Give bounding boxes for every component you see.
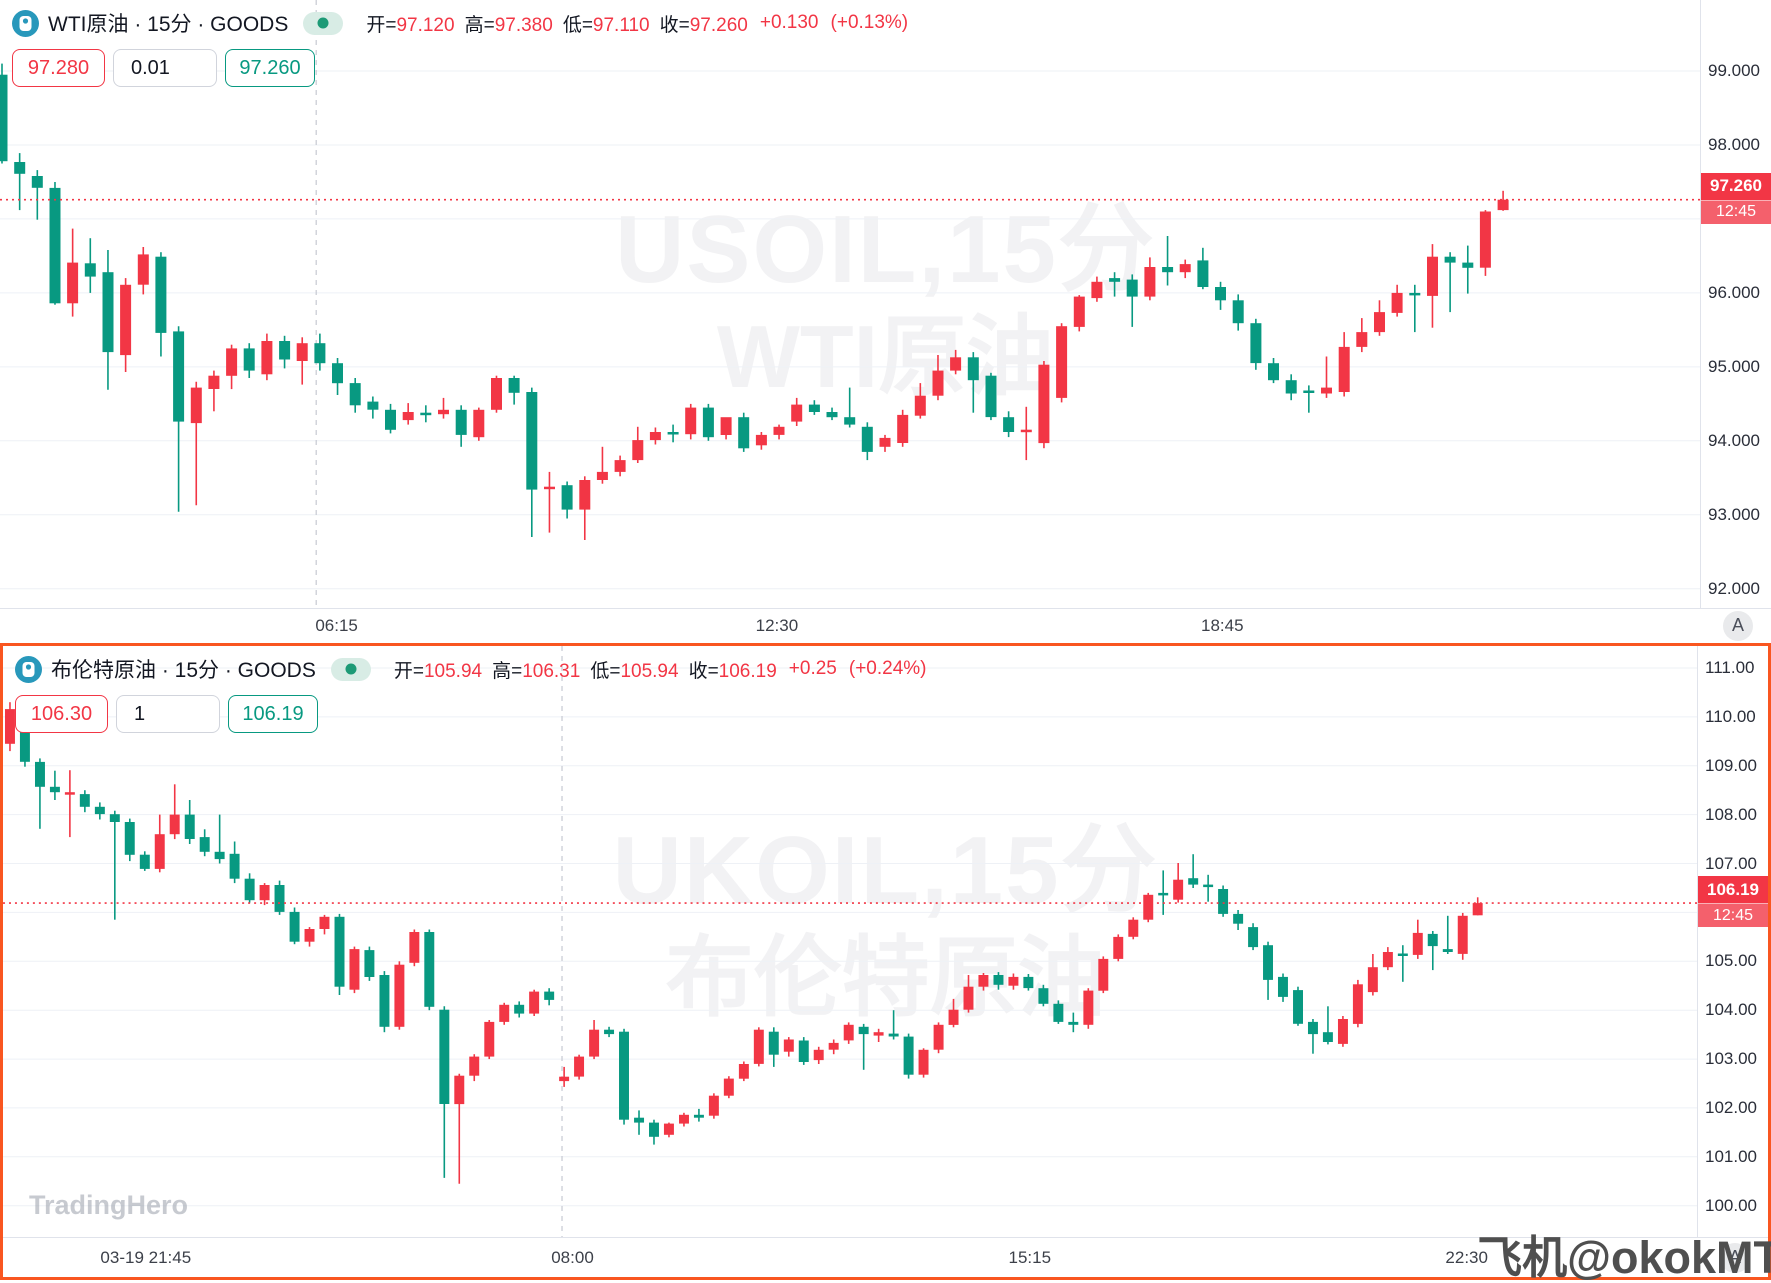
buy-button[interactable]: 97.260 bbox=[225, 49, 315, 87]
auto-scale-button[interactable]: A bbox=[1720, 1242, 1750, 1273]
current-price-badge: 106.19 12:45 bbox=[1698, 876, 1768, 928]
ukoil-price-axis[interactable]: 106.19 12:45 111.00 110.00 109.00 108.00 107… bbox=[1697, 646, 1768, 1237]
price-axis-label: 98.000 bbox=[1708, 134, 1760, 154]
buy-button[interactable]: 106.19 bbox=[228, 695, 318, 733]
badge-price: 97.260 bbox=[1701, 172, 1771, 200]
low-value: 105.94 bbox=[620, 660, 679, 682]
price-axis-label: 93.000 bbox=[1708, 504, 1760, 524]
price-axis-label: 109.00 bbox=[1705, 755, 1757, 775]
low-label: 低= bbox=[590, 660, 621, 682]
price-axis-label: 94.000 bbox=[1708, 430, 1760, 450]
symbol-title[interactable]: 布伦特原油 · 15分 · GOODS bbox=[51, 659, 316, 682]
open-label: 开= bbox=[393, 660, 424, 682]
market-open-dot-icon bbox=[317, 17, 329, 29]
market-status-pill[interactable] bbox=[303, 11, 344, 35]
market-open-dot-icon bbox=[345, 663, 357, 675]
price-axis-label: 107.00 bbox=[1705, 853, 1757, 873]
price-axis-label: 95.000 bbox=[1708, 356, 1760, 376]
sell-button[interactable]: 97.280 bbox=[12, 49, 105, 87]
panel-ukoil-active: UKOIL,15分 布伦特原油 布伦特原油 · 15分 · GOODS 开=10… bbox=[0, 643, 1771, 1280]
open-value: 105.94 bbox=[423, 660, 483, 682]
sell-button[interactable]: 106.30 bbox=[15, 695, 108, 733]
quantity-field[interactable]: 1 bbox=[116, 695, 220, 733]
high-value: 106.31 bbox=[522, 660, 581, 682]
price-axis-label: 111.00 bbox=[1705, 657, 1755, 677]
usoil-header: WTI原油 · 15分 · GOODS 开=97.120 高=97.380 低=… bbox=[12, 8, 908, 87]
low-label: 低= bbox=[562, 14, 593, 36]
time-axis-label: 12:30 bbox=[755, 615, 799, 635]
price-axis-label: 110.00 bbox=[1705, 706, 1756, 726]
panel-usoil: USOIL,15分 WTI原油 WTI原油 · 15分 · GOODS 开=97… bbox=[0, 0, 1771, 642]
price-axis-label: 105.00 bbox=[1705, 951, 1757, 971]
badge-price: 106.19 bbox=[1698, 876, 1768, 904]
change-percent: (+0.13%) bbox=[830, 12, 909, 33]
change-value: +0.130 bbox=[759, 12, 819, 33]
open-value: 97.120 bbox=[396, 14, 455, 36]
usoil-price-axis[interactable]: 97.260 12:45 99.000 98.000 96.000 95.000 94.… bbox=[1700, 0, 1771, 608]
price-axis-label: 92.000 bbox=[1708, 578, 1760, 598]
high-label: 高= bbox=[492, 660, 523, 682]
ohlc-readout: 开=97.120 高=97.380 低=97.110 收=97.260 +0.1… bbox=[366, 10, 908, 37]
auto-scale-button[interactable]: A bbox=[1723, 610, 1753, 641]
trade-buttons: 106.30 1 106.19 bbox=[15, 695, 927, 733]
usoil-time-axis[interactable]: A 06:15 12:30 18:45 bbox=[0, 608, 1771, 642]
price-axis-label: 102.00 bbox=[1705, 1097, 1757, 1117]
symbol-icon bbox=[15, 655, 42, 683]
ohlc-readout: 开=105.94 高=106.31 低=105.94 收=106.19 +0.2… bbox=[394, 656, 927, 683]
price-axis-label: 99.000 bbox=[1708, 61, 1760, 80]
time-axis-label: 08:00 bbox=[551, 1247, 594, 1267]
time-axis-label: 22:30 bbox=[1445, 1247, 1488, 1267]
open-label: 开= bbox=[366, 14, 397, 36]
close-label: 收= bbox=[688, 660, 719, 682]
high-label: 高= bbox=[464, 14, 495, 36]
ukoil-candlestick-chart[interactable] bbox=[3, 646, 1697, 1237]
symbol-title[interactable]: WTI原油 · 15分 · GOODS bbox=[48, 13, 289, 36]
badge-time: 12:45 bbox=[1701, 199, 1771, 224]
ukoil-header: 布伦特原油 · 15分 · GOODS 开=105.94 高=106.31 低=… bbox=[15, 654, 927, 733]
ukoil-time-axis[interactable]: A 03-19 21:45 08:00 15:15 22:30 bbox=[3, 1237, 1768, 1277]
usoil-plot-area[interactable]: USOIL,15分 WTI原油 WTI原油 · 15分 · GOODS 开=97… bbox=[0, 0, 1771, 608]
price-axis-label: 100.00 bbox=[1705, 1195, 1757, 1215]
low-value: 97.110 bbox=[592, 14, 650, 36]
usoil-candlestick-chart[interactable] bbox=[0, 0, 1700, 608]
change-value: +0.25 bbox=[788, 658, 837, 679]
current-price-badge: 97.260 12:45 bbox=[1701, 172, 1771, 224]
time-axis-label: 15:15 bbox=[1008, 1247, 1052, 1267]
ukoil-plot-area[interactable]: UKOIL,15分 布伦特原油 布伦特原油 · 15分 · GOODS 开=10… bbox=[3, 646, 1768, 1237]
price-axis-label: 103.00 bbox=[1705, 1049, 1757, 1069]
badge-time: 12:45 bbox=[1698, 903, 1768, 928]
close-label: 收= bbox=[659, 14, 690, 36]
high-value: 97.380 bbox=[494, 14, 553, 36]
change-percent: (+0.24%) bbox=[848, 658, 927, 679]
close-value: 106.19 bbox=[718, 660, 777, 682]
symbol-icon bbox=[12, 9, 39, 37]
quantity-field[interactable]: 0.01 bbox=[113, 49, 217, 87]
market-status-pill[interactable] bbox=[330, 657, 371, 681]
close-value: 97.260 bbox=[689, 14, 748, 36]
price-axis-label: 96.000 bbox=[1708, 282, 1760, 302]
trade-buttons: 97.280 0.01 97.260 bbox=[12, 49, 908, 87]
time-axis-label: 18:45 bbox=[1201, 615, 1244, 635]
price-axis-label: 108.00 bbox=[1705, 804, 1757, 824]
price-axis-label: 101.00 bbox=[1705, 1146, 1757, 1166]
time-axis-label: 06:15 bbox=[315, 615, 358, 635]
time-axis-label: 03-19 21:45 bbox=[100, 1247, 192, 1267]
price-axis-label: 104.00 bbox=[1705, 1000, 1757, 1020]
